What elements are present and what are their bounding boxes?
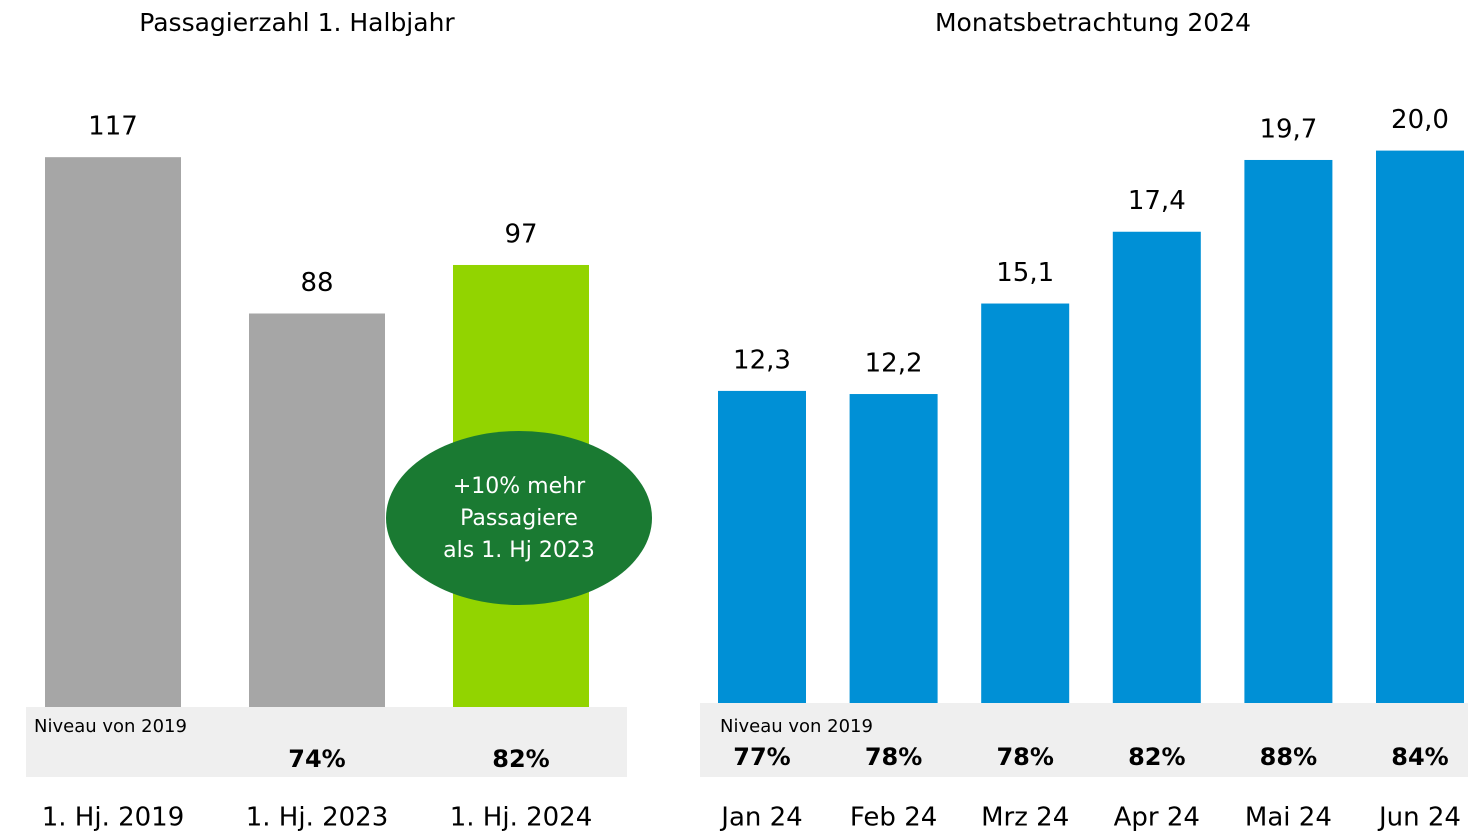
value-label: 88 xyxy=(300,268,333,298)
value-label: 12,2 xyxy=(865,349,923,379)
niveau-title: Niveau von 2019 xyxy=(34,716,187,737)
bar xyxy=(849,394,938,703)
niveau-title: Niveau von 2019 xyxy=(720,716,873,737)
value-label: 97 xyxy=(504,219,537,249)
niveau-label: 78% xyxy=(865,743,922,771)
bar xyxy=(981,303,1070,703)
annotation: Passagiere xyxy=(460,506,578,531)
x-tick-label: 1. Hj. 2024 xyxy=(450,803,593,833)
x-tick-label: 1. Hj. 2023 xyxy=(246,803,389,833)
x-tick-label: Jun 24 xyxy=(1377,803,1461,833)
value-label: 17,4 xyxy=(1128,186,1186,216)
niveau-label: 74% xyxy=(288,745,345,773)
value-label: 15,1 xyxy=(996,258,1054,288)
bar xyxy=(249,313,385,707)
niveau-band xyxy=(700,703,1468,777)
bar xyxy=(718,390,806,703)
bar xyxy=(45,157,181,707)
niveau-label: 82% xyxy=(1128,743,1185,771)
annotation: +10% mehr xyxy=(453,474,586,499)
annotation-bubble xyxy=(386,431,652,605)
niveau-band xyxy=(26,707,627,777)
x-tick-label: Apr 24 xyxy=(1114,803,1200,833)
bar xyxy=(1244,159,1333,703)
niveau-label: 77% xyxy=(733,743,790,771)
x-tick-label: Feb 24 xyxy=(850,803,937,833)
niveau-label: 84% xyxy=(1391,743,1448,771)
x-tick-label: Mai 24 xyxy=(1245,803,1332,833)
chart-title: Passagierzahl 1. Halbjahr xyxy=(139,8,455,37)
annotation: als 1. Hj 2023 xyxy=(443,538,595,563)
bar xyxy=(1112,231,1201,703)
niveau-label: 82% xyxy=(492,745,549,773)
value-label: 117 xyxy=(88,112,138,142)
niveau-label: 78% xyxy=(996,743,1053,771)
value-label: 20,0 xyxy=(1391,105,1449,135)
value-label: 19,7 xyxy=(1259,114,1317,144)
x-tick-label: 1. Hj. 2019 xyxy=(42,803,185,833)
chart-title: Monatsbetrachtung 2024 xyxy=(935,8,1251,37)
bar xyxy=(1376,150,1464,704)
x-tick-label: Mrz 24 xyxy=(981,803,1069,833)
niveau-label: 88% xyxy=(1260,743,1317,771)
x-tick-label: Jan 24 xyxy=(719,803,802,833)
value-label: 12,3 xyxy=(733,345,791,375)
